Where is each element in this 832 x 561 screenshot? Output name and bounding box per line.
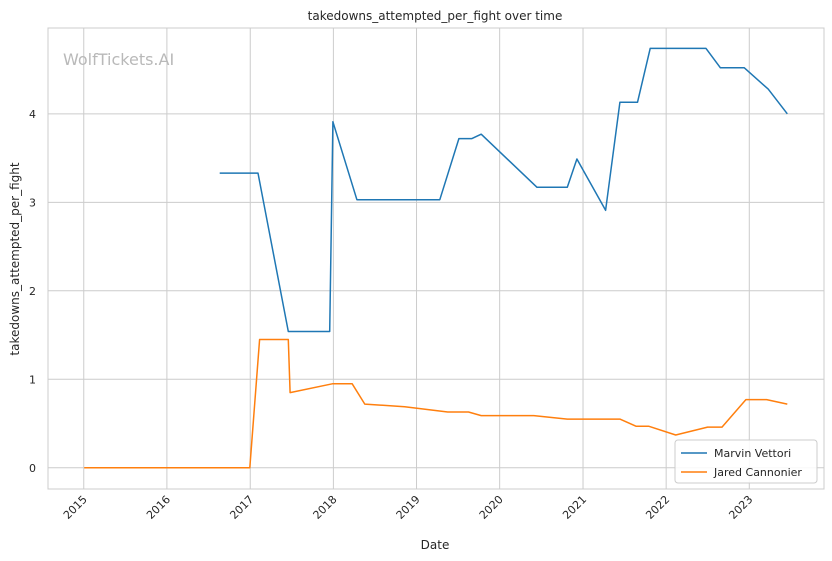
series-line-marvin-vettori [219,47,788,333]
legend-label-jared-cannonier: Jared Cannonier [713,466,802,479]
legend-label-marvin-vettori: Marvin Vettori [714,447,791,460]
y-tick-label: 2 [29,285,36,298]
legend-box [674,439,818,484]
series-line-jared-cannonier [84,338,788,469]
plot-area-frame [47,27,825,490]
watermark: WolfTickets.AI [63,50,174,69]
y-axis-title: takedowns_attempted_per_fight [8,162,22,355]
x-axis-title: Date [421,538,450,552]
y-tick-label: 0 [29,462,36,475]
y-tick-label: 3 [29,196,36,209]
y-tick-label: 1 [29,373,36,386]
y-tick-label: 4 [29,108,36,121]
chart-title: takedowns_attempted_per_fight over time [308,9,563,23]
y-axis-ticks: 0 1 2 3 4 [29,108,36,475]
legend: Marvin Vettori Jared Cannonier [674,439,818,484]
series-layer [84,47,788,469]
